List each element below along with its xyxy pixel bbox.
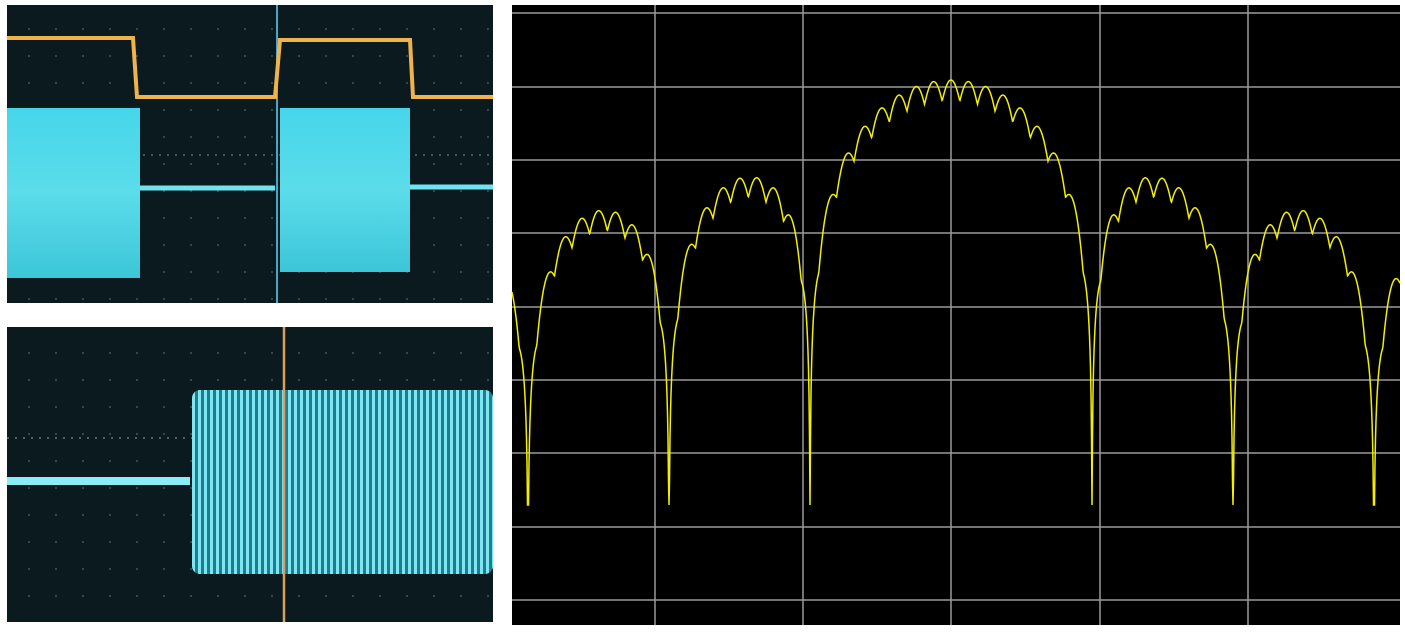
scope-top	[7, 5, 493, 303]
spectrum	[511, 5, 1401, 625]
burst	[7, 108, 140, 278]
grid	[512, 5, 1400, 625]
scope-bottom	[7, 327, 493, 622]
trace-gate	[7, 36, 493, 99]
burst	[280, 108, 410, 272]
screen	[512, 5, 1400, 625]
spectrum-trace	[511, 79, 1401, 506]
burst	[192, 390, 493, 574]
